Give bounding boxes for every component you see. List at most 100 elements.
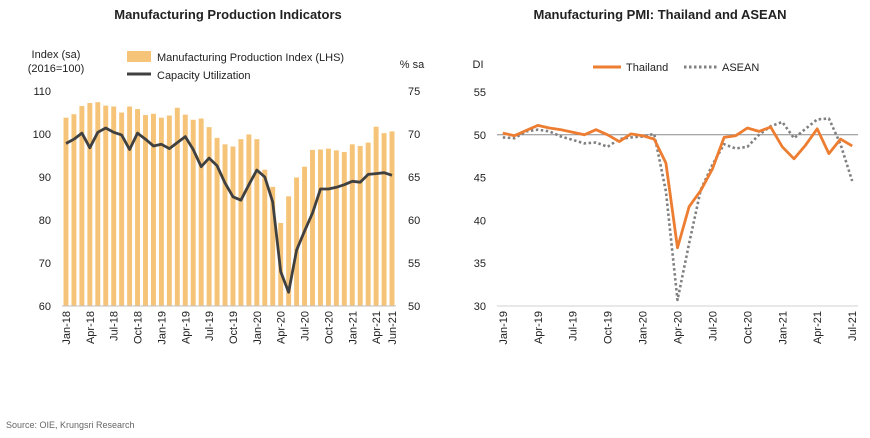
legend-swatch-production-index [127, 51, 151, 62]
production-index-bar [71, 114, 77, 306]
pmi-x-tick-label: Oct-20 [742, 311, 754, 344]
right-chart-title: Manufacturing PMI: Thailand and ASEAN [533, 7, 786, 22]
production-index-bar [174, 107, 180, 307]
right-chart-legend: Thailand ASEAN [593, 62, 759, 74]
pmi-chart: Manufacturing PMI: Thailand and ASEAN DI… [473, 7, 860, 345]
left-x-tick-label: Jul-19 [204, 311, 216, 341]
left-y-tick-label: 100 [33, 129, 51, 141]
pmi-x-tick-label: Apr-19 [533, 311, 545, 344]
production-index-bar [317, 149, 323, 306]
right-y-tick-label: 50 [408, 301, 420, 313]
left-x-tick-label: Jan-18 [61, 311, 73, 345]
pmi-x-tick-label: Jan-21 [777, 311, 789, 345]
pmi-x-tick-label: Jan-19 [498, 311, 510, 345]
left-x-tick-label: Jul-20 [300, 311, 312, 341]
pmi-x-tick-label: Apr-21 [812, 311, 824, 344]
production-index-bar [182, 114, 188, 307]
production-index-bar [357, 146, 363, 306]
production-index-bar [127, 106, 133, 306]
production-index-bar [230, 146, 236, 306]
production-index-bar [190, 119, 196, 306]
production-index-bar [79, 106, 85, 306]
pmi-y-axis-ticks: 30 35 40 45 50 55 [474, 87, 486, 313]
production-index-bar [214, 137, 220, 306]
pmi-y-tick-label: 30 [474, 301, 486, 313]
production-index-bar [286, 196, 292, 306]
left-x-tick-label: Jan-21 [347, 311, 359, 345]
production-index-bar [294, 177, 300, 306]
right-y-tick-label: 60 [408, 215, 420, 227]
pmi-x-tick-label: Apr-20 [673, 311, 685, 344]
right-y-axis-title: % sa [400, 59, 425, 71]
left-x-tick-label: Oct-19 [228, 311, 240, 344]
left-y-tick-label: 80 [39, 215, 51, 227]
pmi-y-tick-label: 50 [474, 130, 486, 142]
production-index-bar [166, 115, 172, 306]
legend-label-production-index: Manufacturing Production Index (LHS) [157, 52, 344, 64]
production-index-bar [143, 115, 148, 306]
pmi-x-tick-label: Jul-21 [847, 311, 859, 341]
production-index-bar [333, 150, 339, 306]
production-index-bar [111, 106, 117, 306]
production-index-bar [310, 149, 315, 306]
production-index-bar [381, 133, 387, 306]
pmi-y-tick-label: 45 [474, 173, 486, 185]
production-index-bar [325, 148, 331, 306]
left-x-tick-label: Jul-18 [109, 311, 121, 341]
left-x-tick-label: Apr-20 [276, 311, 288, 344]
legend-label-asean: ASEAN [722, 62, 759, 74]
production-index-bar [302, 166, 308, 306]
left-y-tick-label: 70 [39, 258, 51, 270]
left-y-axis-ticks: 60 70 80 90 100 110 [33, 86, 51, 313]
left-x-tick-label: Oct-20 [323, 311, 335, 344]
pmi-x-ticks: Jan-19 Apr-19 Jul-19 Oct-19 Jan-20 Apr-20 Jul-… [498, 311, 859, 345]
production-index-bar [246, 134, 252, 306]
production-index-bar [270, 186, 276, 306]
production-index-bar [206, 127, 212, 307]
production-index-bar [254, 139, 260, 306]
source-note: Source: OIE, Krungsri Research [6, 420, 135, 430]
asean-pmi-line [502, 117, 854, 302]
production-index-bar [63, 117, 69, 306]
production-index-bar [389, 131, 395, 306]
pmi-y-tick-label: 55 [474, 87, 486, 99]
production-index-bar [222, 144, 228, 306]
right-y-tick-label: 65 [408, 172, 420, 184]
production-index-bar [87, 103, 93, 306]
left-x-tick-label: Apr-18 [85, 311, 97, 344]
left-x-tick-label: Jun-21 [387, 311, 399, 345]
left-y-tick-label: 60 [39, 301, 51, 313]
left-chart-legend: Manufacturing Production Index (LHS) Cap… [127, 51, 344, 82]
left-chart-title: Manufacturing Production Indicators [114, 7, 342, 22]
production-index-bar [119, 112, 125, 306]
left-x-tick-label: Apr-19 [180, 311, 192, 344]
right-y-tick-label: 70 [408, 129, 420, 141]
production-index-bar [103, 105, 109, 307]
production-index-bar [262, 169, 268, 306]
pmi-x-tick-label: Jul-19 [568, 311, 580, 341]
production-index-bar [198, 118, 204, 307]
production-index-bar [150, 113, 156, 306]
left-chart-x-ticks: Jan-18 Apr-18 Jul-18 Oct-18 Jan-19 Apr-19 Jul-… [61, 311, 399, 345]
production-index-bar [365, 142, 371, 306]
production-index-bar [373, 126, 379, 306]
left-x-tick-label: Apr-21 [371, 311, 383, 344]
left-y-tick-label: 110 [33, 86, 51, 98]
production-index-bar [349, 144, 355, 306]
left-y-axis-title: Index (sa) [32, 49, 81, 61]
right-y-axis-ticks: 50 55 60 65 70 75 [408, 86, 420, 313]
pmi-x-tick-label: Jan-20 [638, 311, 650, 345]
production-index-bar [135, 109, 141, 306]
legend-label-capacity-utilization: Capacity Utilization [157, 70, 251, 82]
right-y-tick-label: 75 [408, 86, 420, 98]
pmi-x-tick-label: Oct-19 [603, 311, 615, 344]
left-x-tick-label: Oct-18 [133, 311, 145, 344]
production-index-bar [158, 117, 164, 306]
legend-label-thailand: Thailand [626, 62, 668, 74]
capacity-utilization-line [65, 126, 393, 294]
production-index-bar [341, 152, 347, 306]
left-y-tick-label: 90 [39, 172, 51, 184]
pmi-y-tick-label: 40 [474, 215, 486, 227]
production-index-bar [95, 102, 101, 307]
